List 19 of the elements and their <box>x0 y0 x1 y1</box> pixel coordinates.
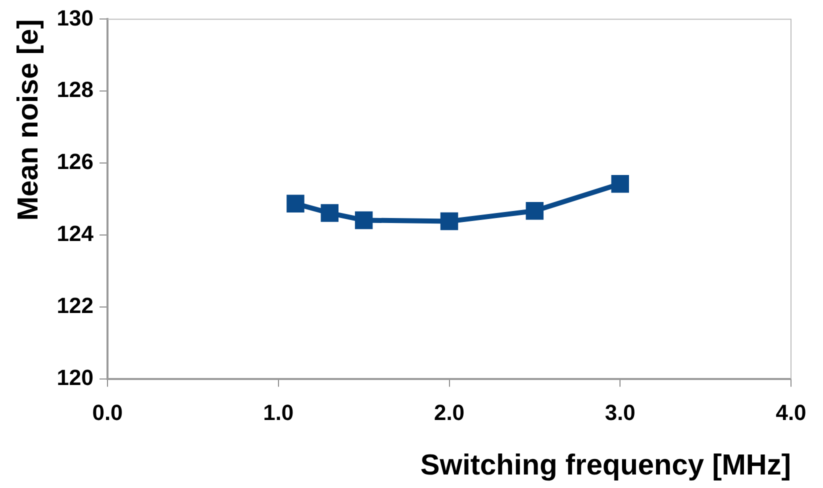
y-tick-label: 130 <box>56 5 94 30</box>
y-tick-label: 128 <box>56 77 94 102</box>
point <box>611 175 629 193</box>
point <box>286 194 304 213</box>
x-tick-label: 2.0 <box>434 400 465 426</box>
y-tick-label: 122 <box>56 292 94 318</box>
y-tick-label: 120 <box>56 364 94 390</box>
point <box>320 204 339 222</box>
point <box>526 202 544 220</box>
x-tick-label: 0.0 <box>92 400 123 426</box>
x-tick-label: 1.0 <box>263 400 294 426</box>
x-tick-label: 3.0 <box>604 400 636 426</box>
y-tick-label: 124 <box>56 221 94 246</box>
point <box>440 212 458 230</box>
point <box>354 211 373 230</box>
x-tick-label: 4.0 <box>776 400 806 426</box>
y-axis-title: Mean noise [e] <box>12 19 44 221</box>
x-axis-title: Switching frequency [MHz] <box>420 450 791 482</box>
y-tick-label: 126 <box>56 149 94 174</box>
